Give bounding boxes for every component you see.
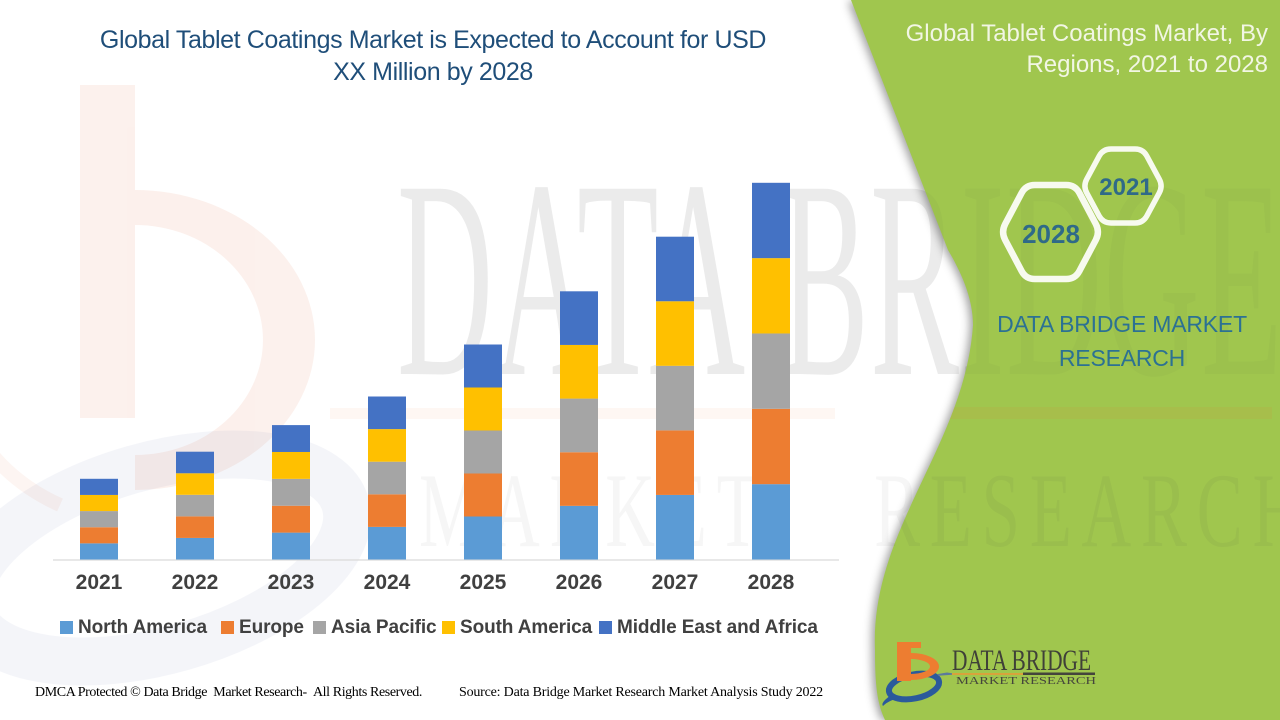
svg-text:DATA BRIDGE: DATA BRIDGE: [952, 644, 1091, 677]
svg-text:MARKET RESEARCH: MARKET RESEARCH: [956, 676, 1096, 687]
